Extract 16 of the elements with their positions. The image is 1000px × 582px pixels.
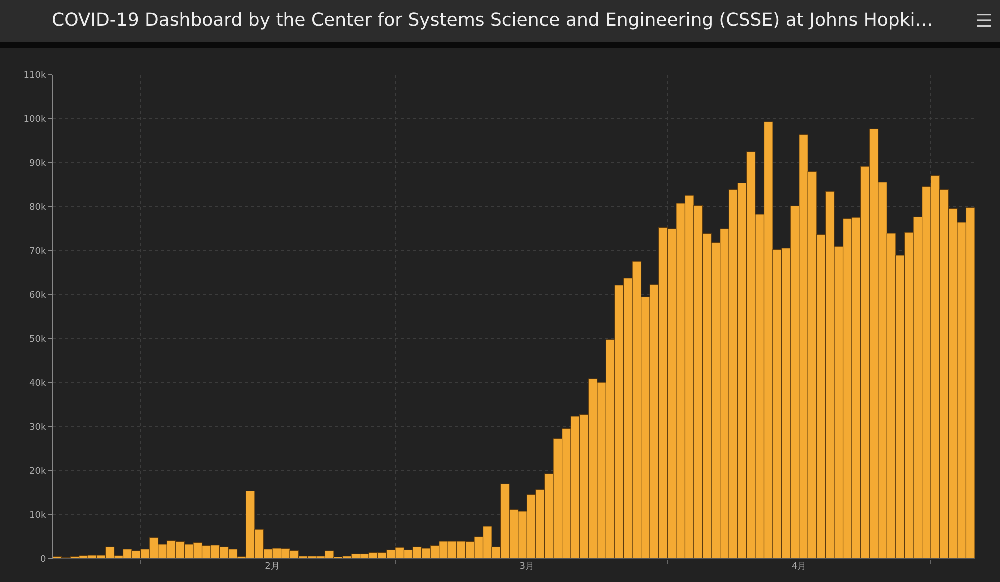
y-tick-label: 10k bbox=[30, 511, 47, 522]
x-tick-label: 3月 bbox=[520, 562, 535, 572]
y-tick-label: 100k bbox=[24, 115, 47, 126]
x-tick-label: 4月 bbox=[792, 562, 807, 572]
y-tick-label: 60k bbox=[30, 291, 47, 302]
chart-title: COVID-19 Dashboard by the Center for Systems Science and Engineering (CSSE) at Johns Hopki… bbox=[52, 10, 934, 31]
y-tick-label: 90k bbox=[30, 159, 47, 170]
y-tick-label: 110k bbox=[24, 71, 47, 82]
y-tick-label: 40k bbox=[30, 379, 47, 390]
y-tick-label: 70k bbox=[30, 247, 47, 258]
y-tick-label: 20k bbox=[30, 467, 47, 478]
y-tick-label: 30k bbox=[30, 423, 47, 434]
y-tick-label: 0 bbox=[40, 555, 46, 566]
y-tick-label: 50k bbox=[30, 335, 47, 346]
y-tick-label: 80k bbox=[30, 203, 47, 214]
x-tick-label: 2月 bbox=[265, 562, 280, 572]
